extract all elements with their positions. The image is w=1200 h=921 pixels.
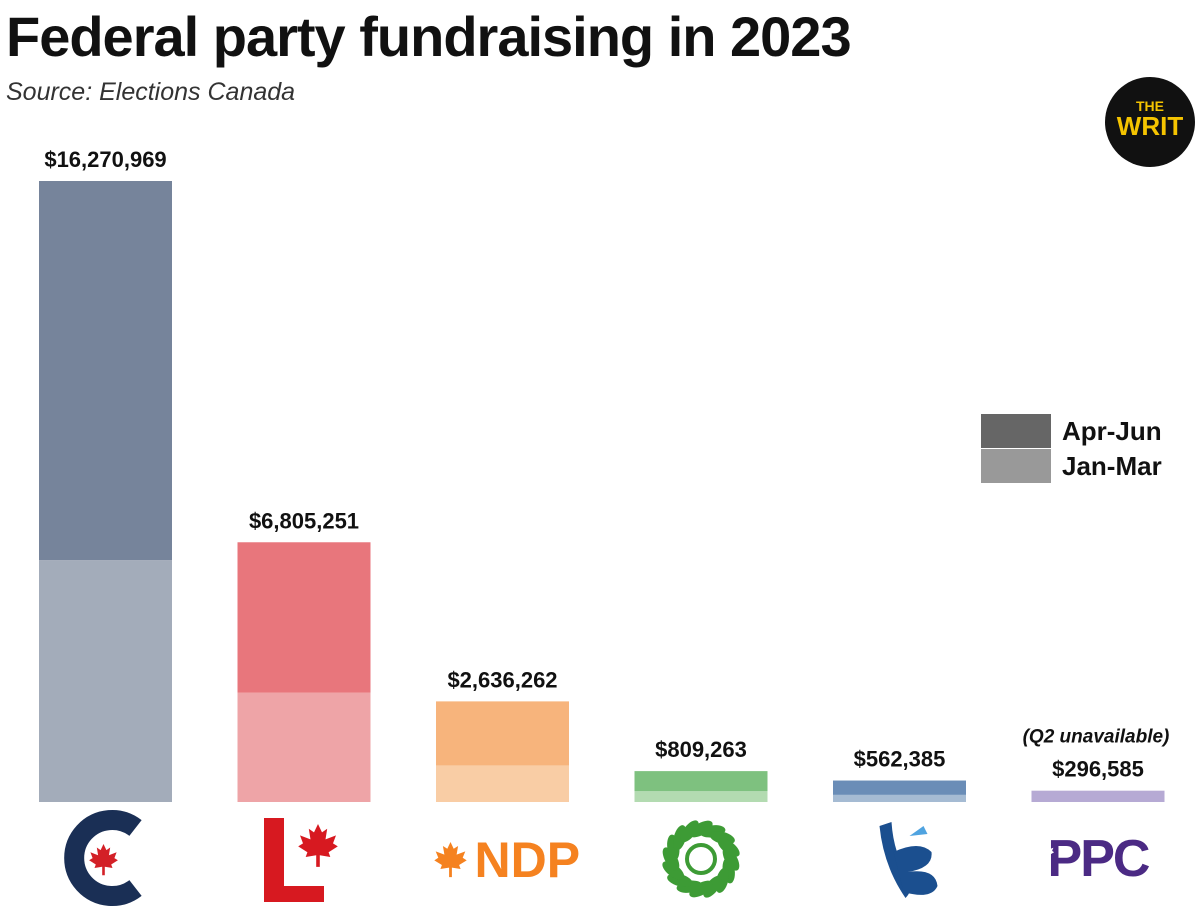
legend-label-jan-mar: Jan-Mar (1062, 451, 1162, 481)
total-label-conservative: $16,270,969 (44, 147, 166, 172)
maple-leaf-icon (434, 842, 467, 878)
green-center (685, 843, 717, 875)
green-petal (662, 861, 685, 880)
conservative-logo (64, 810, 142, 906)
total-label-ndp: $2,636,262 (447, 667, 557, 692)
total-label-bloc-qu-b-cois: $562,385 (854, 747, 946, 772)
ndp-logo-text: NDP (475, 832, 581, 888)
green-petal (680, 820, 699, 843)
ppc-logo: PPC (1037, 830, 1152, 888)
bar-aprjun-conservative (39, 181, 172, 561)
maple-leaf-icon (1037, 843, 1055, 861)
bar-janmar-bloc-qu-b-cois (833, 794, 966, 802)
page-title: Federal party fundraising in 2023 (6, 5, 852, 68)
bar-aprjun-green (634, 771, 768, 792)
bar-janmar-ndp (436, 765, 569, 802)
legend-label-apr-jun: Apr-Jun (1062, 416, 1162, 446)
bloc-flag (909, 826, 928, 836)
bar-aprjun-ndp (436, 701, 569, 766)
total-label-ppc: $296,585 (1052, 757, 1144, 782)
liberal-logo (264, 818, 338, 902)
bar-janmar-liberal (237, 692, 371, 802)
conservative-logo-c (64, 810, 142, 906)
bar-janmar-conservative (39, 560, 172, 802)
total-label-liberal: $6,805,251 (249, 508, 359, 533)
source-note: Source: Elections Canada (6, 78, 296, 106)
bloc-curve (893, 846, 938, 895)
bloc-logo (879, 822, 938, 898)
bar-aprjun-bloc-qu-b-cois (833, 780, 966, 795)
maple-leaf-icon (298, 824, 338, 867)
bar-janmar-green (634, 791, 768, 802)
legend-swatch-apr-jun (981, 414, 1051, 448)
the-writ-logo-line1: THE (1136, 98, 1164, 114)
ndp-logo: NDP (434, 832, 580, 888)
bar-aprjun-liberal (237, 542, 371, 693)
green-petal (703, 875, 722, 898)
green-petal (689, 880, 713, 898)
the-writ-logo-line2: WRIT (1116, 111, 1184, 141)
green-logo (662, 820, 740, 898)
note-label-ppc: (Q2 unavailable) (1023, 727, 1170, 748)
the-writ-logo: THE WRIT (1105, 77, 1195, 167)
legend-swatch-jan-mar (981, 449, 1051, 483)
green-petal (689, 820, 713, 838)
ppc-logo-text: PPC (1048, 830, 1150, 888)
green-petal (662, 847, 680, 871)
liberal-logo-l (264, 818, 324, 902)
bar-janmar-ppc (1031, 790, 1165, 802)
total-label-green: $809,263 (655, 737, 747, 762)
green-petal (717, 838, 740, 857)
maple-leaf-icon (89, 844, 118, 876)
